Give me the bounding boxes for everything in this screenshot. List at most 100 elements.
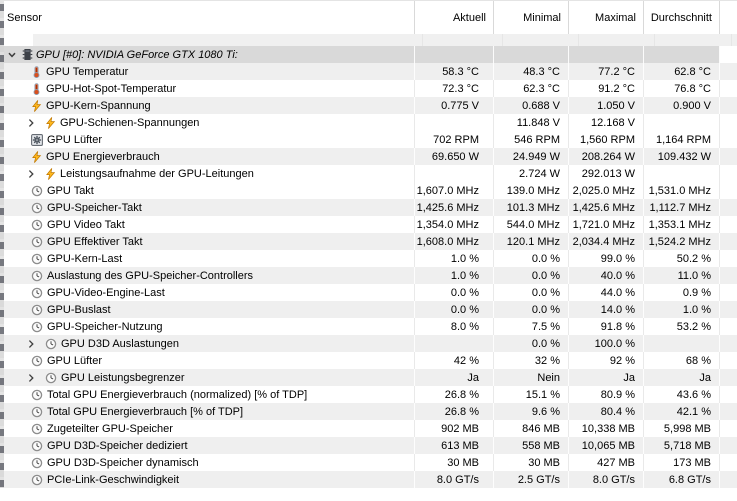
value-minimal: 0.0 %	[494, 335, 569, 352]
value-aktuell	[415, 165, 494, 182]
value-aktuell: 69.650 W	[415, 148, 494, 165]
sensor-row[interactable]: GPU Leistungsbegrenzer Ja Nein Ja Ja	[0, 369, 737, 386]
sensor-row[interactable]: GPU-Hot-Spot-Temperatur 72.3 °C 62.3 °C 91.…	[0, 80, 737, 97]
value-maximal: 1,560 RPM	[569, 131, 644, 148]
value-maximal: 40.0 %	[569, 267, 644, 284]
value-aktuell: 26.8 %	[415, 403, 494, 420]
value-maximal: 77.2 °C	[569, 63, 644, 80]
row-filler	[720, 267, 737, 284]
sensor-row[interactable]: GPU D3D-Speicher dynamisch 30 MB 30 MB 427 …	[0, 454, 737, 471]
sensor-row[interactable]: Auslastung des GPU-Speicher-Controllers 1…	[0, 267, 737, 284]
sensor-row[interactable]: GPU-Speicher-Nutzung 8.0 % 7.5 % 91.8 % 53.2…	[0, 318, 737, 335]
lightning-icon	[31, 150, 42, 163]
value-aktuell	[415, 335, 494, 352]
sensor-label: Auslastung des GPU-Speicher-Controllers	[47, 269, 254, 282]
clock-icon	[45, 338, 57, 350]
value-maximal: 2,025.0 MHz	[569, 182, 644, 199]
clock-icon	[31, 219, 43, 231]
clock-icon	[31, 440, 43, 452]
sensor-row[interactable]: GPU-Kern-Last 1.0 % 0.0 % 99.0 % 50.2 %	[0, 250, 737, 267]
value-aktuell: 1,354.0 MHz	[415, 216, 494, 233]
sensor-row[interactable]: GPU Takt 1,607.0 MHz 139.0 MHz 2,025.0 MHz 1…	[0, 182, 737, 199]
row-filler	[720, 199, 737, 216]
value-maximal: 80.9 %	[569, 386, 644, 403]
sensor-row[interactable]: Total GPU Energieverbrauch [% of TDP] 26.…	[0, 403, 737, 420]
column-header-aktuell[interactable]: Aktuell	[415, 1, 494, 34]
chevron-down-icon[interactable]	[7, 50, 17, 60]
value-aktuell: 0.0 %	[415, 301, 494, 318]
sensor-row[interactable]: GPU Temperatur 58.3 °C 48.3 °C 77.2 °C 62.8 …	[0, 63, 737, 80]
chevron-right-icon[interactable]	[26, 169, 36, 179]
row-filler	[720, 471, 737, 488]
sensor-label: GPU-Schienen-Spannungen	[60, 116, 200, 129]
value-minimal: 558 MB	[494, 437, 569, 454]
value-maximal: 1,721.0 MHz	[569, 216, 644, 233]
sensor-group-label: GPU [#0]: NVIDIA GeForce GTX 1080 Ti:	[36, 48, 238, 61]
sensor-row[interactable]: GPU-Speicher-Takt 1,425.6 MHz 101.3 MHz 1,4…	[0, 199, 737, 216]
value-durchschnitt	[644, 165, 720, 182]
value-durchschnitt: 173 MB	[644, 454, 720, 471]
chevron-right-icon[interactable]	[26, 339, 36, 349]
clock-icon	[31, 474, 43, 486]
sensor-label: GPU Video Takt	[47, 218, 125, 231]
value-minimal: 48.3 °C	[494, 63, 569, 80]
sensor-row[interactable]: Total GPU Energieverbrauch (normalized) …	[0, 386, 737, 403]
value-durchschnitt: 1.0 %	[644, 301, 720, 318]
chevron-right-icon[interactable]	[26, 118, 36, 128]
value-durchschnitt: 109.432 W	[644, 148, 720, 165]
value-aktuell: 0.775 V	[415, 97, 494, 114]
value-aktuell: 613 MB	[415, 437, 494, 454]
sensor-row[interactable]: GPU D3D Auslastungen 0.0 % 100.0 %	[0, 335, 737, 352]
sensor-row[interactable]: Zugeteilter GPU-Speicher 902 MB 846 MB 10,3…	[0, 420, 737, 437]
value-minimal: 7.5 %	[494, 318, 569, 335]
sensor-row[interactable]: GPU-Schienen-Spannungen 11.848 V 12.168 V	[0, 114, 737, 131]
column-header-minimal[interactable]: Minimal	[494, 1, 569, 34]
row-filler	[720, 148, 737, 165]
value-maximal: 8.0 GT/s	[569, 471, 644, 488]
sensor-label: Total GPU Energieverbrauch (normalized) …	[47, 388, 308, 401]
sensor-row[interactable]: GPU-Buslast 0.0 % 0.0 % 14.0 % 1.0 %	[0, 301, 737, 318]
value-minimal: 0.688 V	[494, 97, 569, 114]
sensor-row[interactable]: GPU-Video-Engine-Last 0.0 % 0.0 % 44.0 % 0.9…	[0, 284, 737, 301]
value-minimal: 0.0 %	[494, 284, 569, 301]
sensor-row[interactable]: GPU-Kern-Spannung 0.775 V 0.688 V 1.050 V 0.…	[0, 97, 737, 114]
sensor-row[interactable]: GPU Effektiver Takt 1,608.0 MHz 120.1 MHz 2…	[0, 233, 737, 250]
chevron-right-icon[interactable]	[26, 373, 36, 383]
value-maximal: 91.8 %	[569, 318, 644, 335]
clock-icon	[31, 406, 43, 418]
lightning-icon	[31, 99, 42, 112]
sensor-group-row[interactable]: GPU [#0]: NVIDIA GeForce GTX 1080 Ti:	[0, 46, 737, 63]
clock-icon	[31, 389, 43, 401]
value-durchschnitt: 42.1 %	[644, 403, 720, 420]
value-maximal: Ja	[569, 369, 644, 386]
sensor-row[interactable]: Leistungsaufnahme der GPU-Leitungen 2.724…	[0, 165, 737, 182]
sensor-label: GPU Effektiver Takt	[47, 235, 143, 248]
window-edge	[0, 1, 4, 488]
sensor-label: Zugeteilter GPU-Speicher	[47, 422, 173, 435]
column-header-durchschnitt[interactable]: Durchschnitt	[644, 1, 720, 34]
row-filler	[720, 386, 737, 403]
value-minimal: 546 RPM	[494, 131, 569, 148]
value-minimal: 2.724 W	[494, 165, 569, 182]
value-maximal: 91.2 °C	[569, 80, 644, 97]
row-filler	[720, 352, 737, 369]
sensor-row[interactable]: GPU Energieverbrauch 69.650 W 24.949 W 208.…	[0, 148, 737, 165]
sensor-row[interactable]: GPU Lüfter 702 RPM 546 RPM 1,560 RPM 1,164 R…	[0, 131, 737, 148]
sensor-row[interactable]: GPU Lüfter 42 % 32 % 92 % 68 %	[0, 352, 737, 369]
clock-icon	[31, 321, 43, 333]
value-minimal: 30 MB	[494, 454, 569, 471]
sensor-row[interactable]: PCIe-Link-Geschwindigkeit 8.0 GT/s 2.5 GT/…	[0, 471, 737, 488]
row-filler	[720, 63, 737, 80]
sensor-label: Leistungsaufnahme der GPU-Leitungen	[60, 167, 254, 180]
sensor-row[interactable]: GPU D3D-Speicher dediziert 613 MB 558 MB 10…	[0, 437, 737, 454]
sensor-label: GPU Lüfter	[47, 133, 103, 146]
column-header-maximal[interactable]: Maximal	[569, 1, 644, 34]
value-maximal: 208.264 W	[569, 148, 644, 165]
row-filler	[720, 454, 737, 471]
sensor-row[interactable]: GPU Video Takt 1,354.0 MHz 544.0 MHz 1,721.…	[0, 216, 737, 233]
column-header-sensor[interactable]: Sensor	[0, 1, 415, 34]
row-filler	[720, 369, 737, 386]
value-durchschnitt: 53.2 %	[644, 318, 720, 335]
row-filler	[720, 335, 737, 352]
chip-icon	[22, 48, 33, 61]
